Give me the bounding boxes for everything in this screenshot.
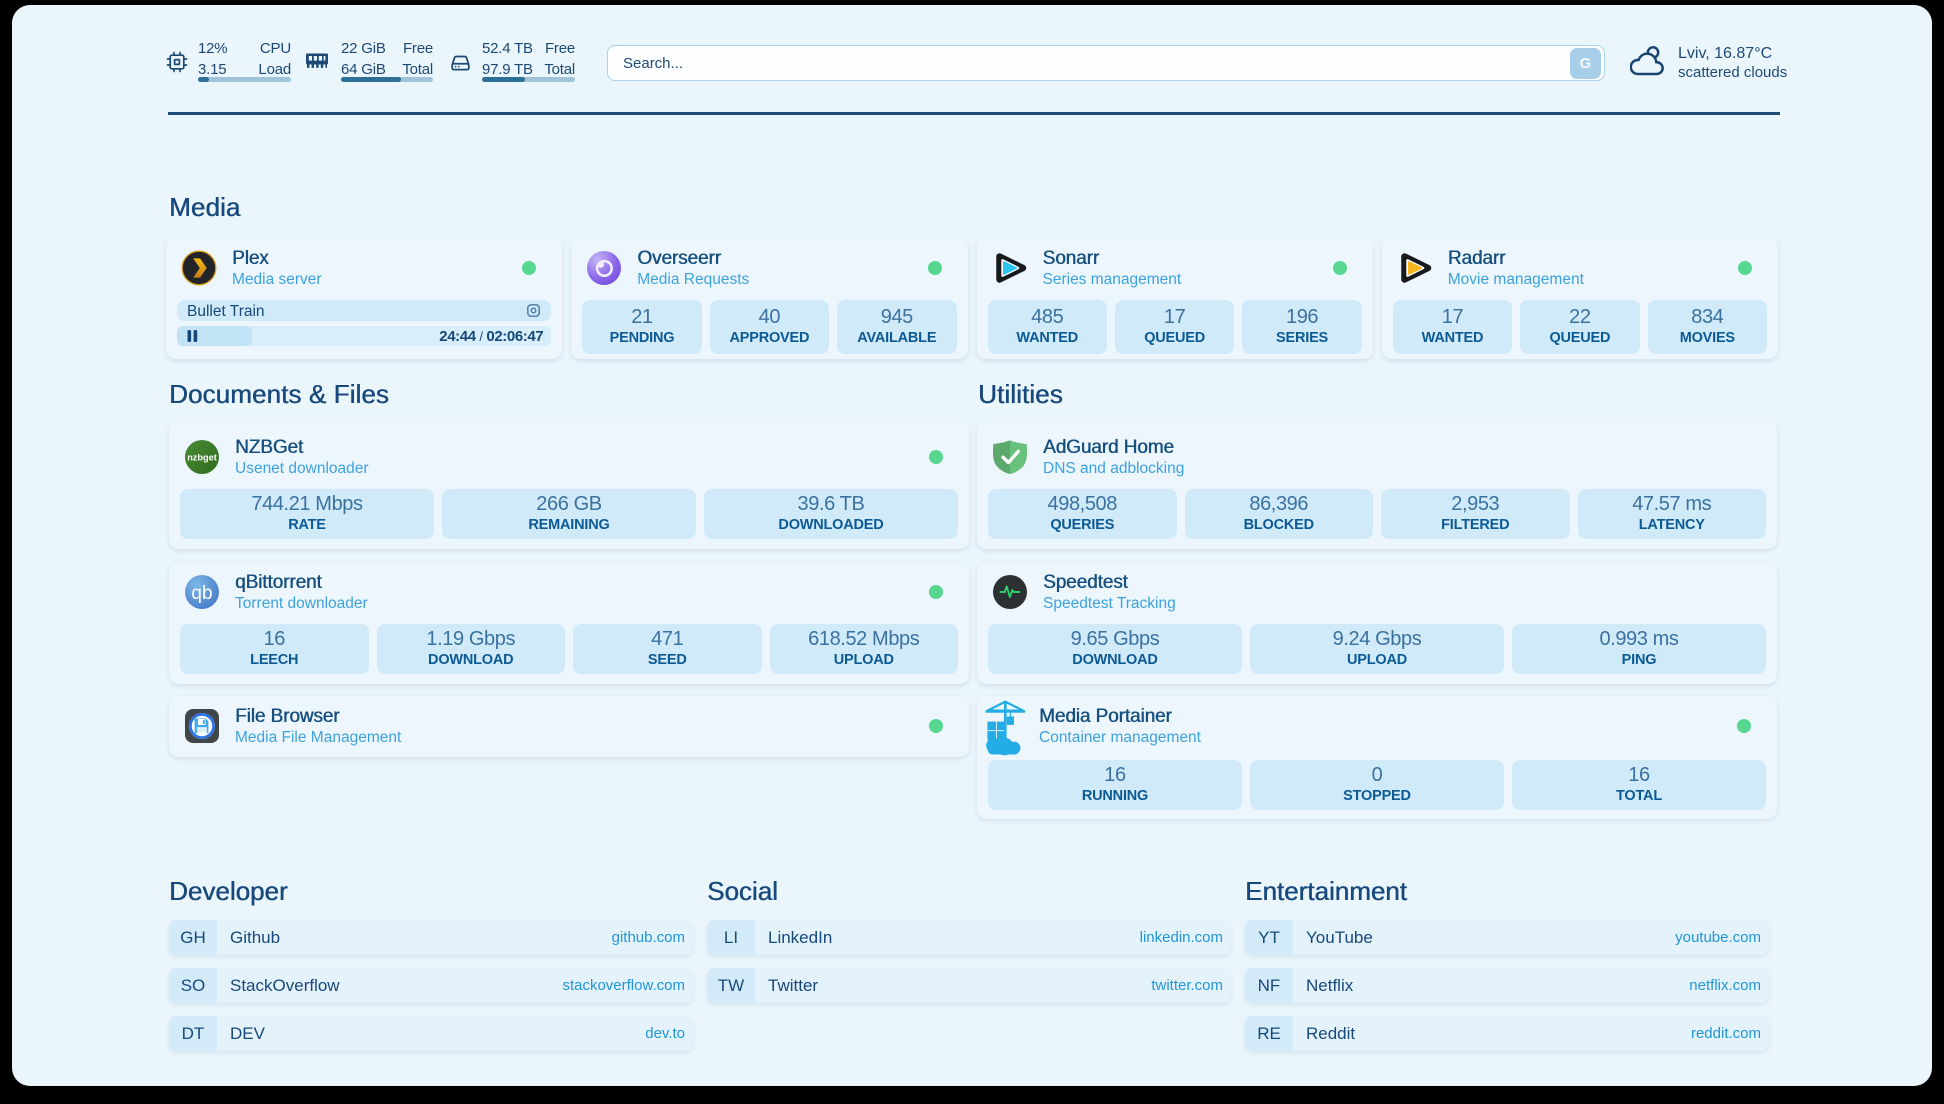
- svg-text:qb: qb: [191, 583, 212, 604]
- svg-text:nzbget: nzbget: [187, 453, 217, 463]
